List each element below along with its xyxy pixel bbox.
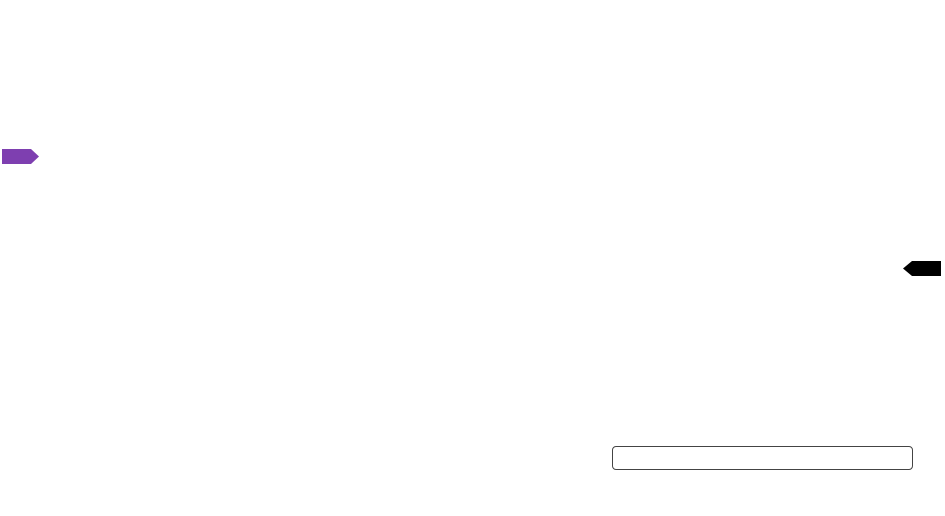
ism-series-swatch [618,458,627,467]
cpi-series-swatch [618,449,627,458]
last-price-badge-ism [2,149,39,164]
legend-row-cpi[interactable] [618,449,906,458]
legend-row-ism[interactable] [618,458,906,467]
last-price-badge-cpi [903,261,941,276]
chart-legend [612,446,913,470]
